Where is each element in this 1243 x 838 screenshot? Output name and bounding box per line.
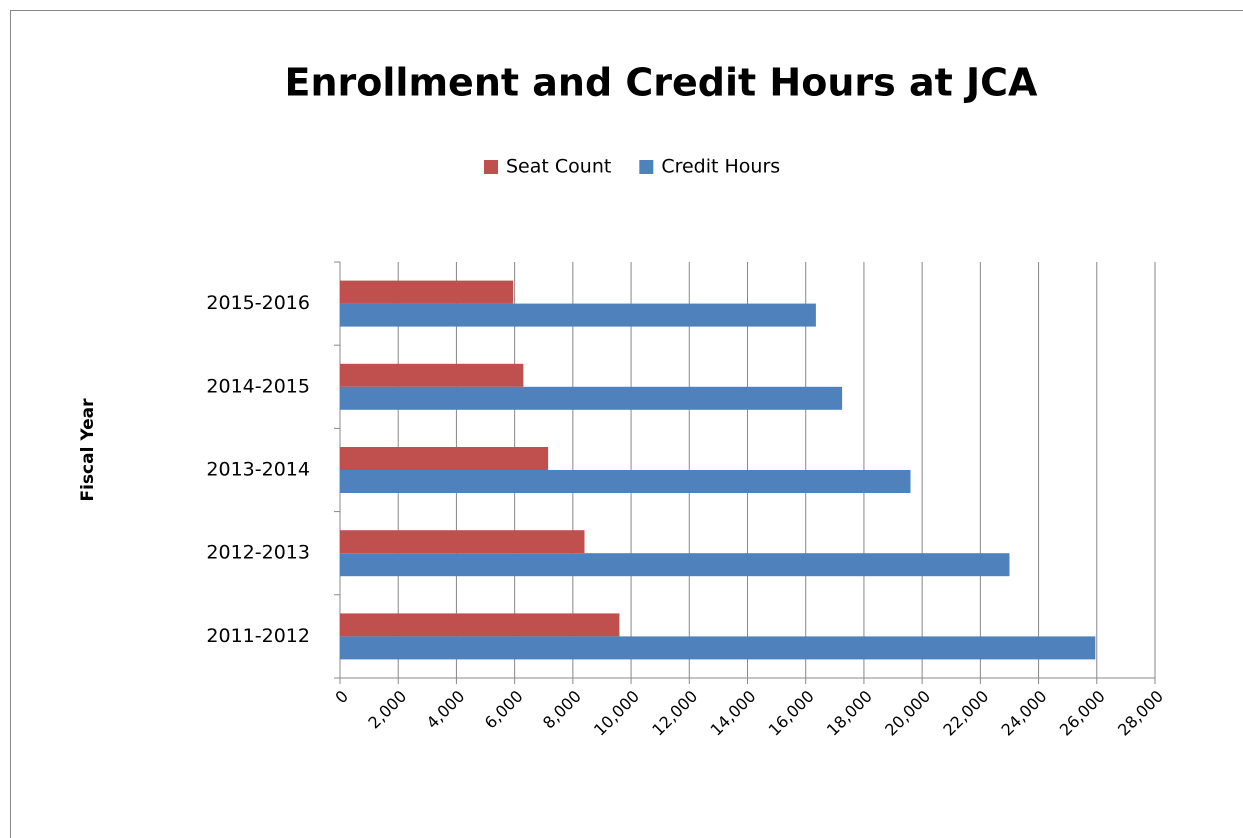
- bar: [340, 363, 524, 387]
- chart-frame: [10, 10, 1243, 838]
- bar: [340, 636, 1096, 660]
- bar: [340, 386, 843, 410]
- bar: [340, 553, 1010, 577]
- y-tick-label: 2015-2016: [206, 292, 310, 314]
- bar: [340, 530, 585, 554]
- y-tick-label: 2013-2014: [206, 459, 310, 481]
- legend-swatch: [639, 160, 654, 174]
- legend-swatch: [484, 160, 498, 174]
- bar: [340, 613, 620, 637]
- bar: [340, 447, 549, 470]
- y-tick-label: 2014-2015: [206, 375, 310, 397]
- bar: [340, 280, 514, 304]
- legend-label: Credit Hours: [661, 156, 780, 178]
- y-axis-title: Fiscal Year: [78, 398, 98, 502]
- bar: [340, 303, 816, 327]
- y-tick-label: 2012-2013: [206, 542, 310, 564]
- y-tick-label: 2011-2012: [206, 625, 310, 647]
- chart-title: Enrollment and Credit Hours at JCA: [285, 61, 1038, 105]
- bar: [340, 470, 911, 493]
- legend-label: Seat Count: [506, 156, 611, 178]
